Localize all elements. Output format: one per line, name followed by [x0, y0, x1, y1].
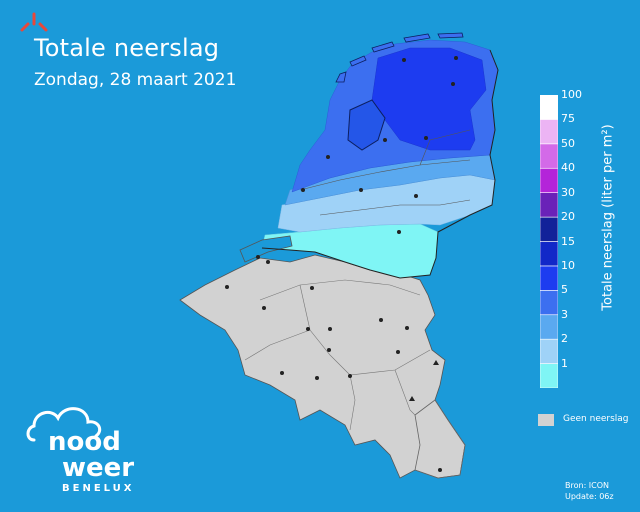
- legend-label-40: 40: [561, 161, 575, 175]
- no-precip-swatch: [538, 414, 554, 426]
- source-info: Bron: ICON Update: 06z: [565, 480, 614, 502]
- province-borders: [244, 279, 431, 431]
- legend-cell-40: [540, 167, 558, 193]
- legend-cell-5: [540, 290, 558, 316]
- map-date: Zondag, 28 maart 2021: [34, 70, 237, 90]
- legend-label-30: 30: [561, 185, 575, 199]
- zeeland-estuaries: [239, 235, 293, 263]
- noodweer-logo: nood weer: [26, 407, 134, 483]
- legend-label-20: 20: [561, 210, 575, 224]
- map-title: Totale neerslag: [34, 34, 220, 62]
- legend-cell-10: [540, 265, 558, 291]
- legend-label-2: 2: [561, 332, 568, 346]
- legend-title: Totale neerslag (liter per m²): [600, 124, 616, 311]
- legend-cell-30: [540, 192, 558, 218]
- netherlands-border: [261, 49, 499, 279]
- city-markers: [225, 56, 458, 472]
- legend-label-10: 10: [561, 258, 575, 272]
- legend-cell-20: [540, 216, 558, 242]
- logo-word-weer: weer: [62, 453, 134, 483]
- legend-colorbar: [540, 95, 558, 388]
- update-line: Update: 06z: [565, 492, 614, 501]
- belgium-region: [179, 254, 466, 479]
- legend-cell-100: [540, 95, 558, 120]
- logo-subtitle: BENELUX: [62, 483, 135, 494]
- sun-icon: [20, 12, 48, 32]
- logo-word-nood: nood: [48, 427, 121, 457]
- legend-label-100: 100: [561, 88, 582, 101]
- wadden-islands: [335, 32, 464, 83]
- legend-label-3: 3: [561, 307, 568, 321]
- precip-zone-10: [371, 47, 487, 151]
- legend-cell-3: [540, 314, 558, 340]
- legend-cell-15: [540, 241, 558, 267]
- nl-province-borders: [299, 129, 471, 216]
- ijsselmeer-water: [347, 99, 386, 151]
- legend-label-75: 75: [561, 112, 575, 126]
- legend-label-15: 15: [561, 234, 575, 248]
- legend-cell-50: [540, 143, 558, 169]
- source-line: Bron: ICON: [565, 481, 610, 490]
- legend-label-5: 5: [561, 283, 568, 297]
- legend-cell-75: [540, 119, 558, 145]
- no-precip-label: Geen neerslag: [563, 414, 629, 424]
- legend-cell-2: [540, 338, 558, 364]
- legend-cell-1: [540, 363, 558, 388]
- legend-label-50: 50: [561, 136, 575, 150]
- legend-label-1: 1: [561, 356, 568, 370]
- luxembourg-border: [414, 399, 466, 479]
